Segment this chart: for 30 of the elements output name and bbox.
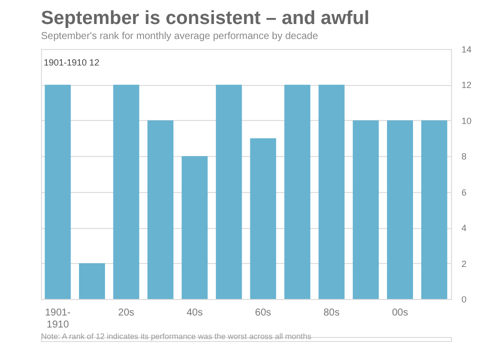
text: Note: A rank of 12 indicates its performance was the worst across all months (41, 332, 312, 341)
y-tick-label: 2 (462, 258, 467, 269)
bar (113, 84, 140, 299)
y-tick-label: 10 (462, 116, 472, 126)
x-tick-label: 1901-1910 (44, 308, 71, 330)
bar (44, 84, 71, 299)
bar (216, 84, 242, 299)
y-tick-label: 6 (462, 187, 467, 198)
x-tick-label: 00s (392, 308, 408, 318)
bar (318, 84, 345, 299)
bar (182, 156, 208, 299)
x-tick-label: 40s (186, 308, 203, 318)
x-tick-label: 60s (255, 308, 272, 318)
bar (387, 120, 414, 299)
bar (78, 263, 105, 299)
y-tick-label: 8 (462, 152, 467, 162)
y-tick-label: 0 (462, 294, 467, 304)
x-tick-label: 20s (118, 308, 134, 318)
bar (284, 84, 310, 299)
y-tick-label: 4 (462, 223, 467, 234)
bar (352, 120, 379, 299)
bar (147, 120, 174, 299)
x-tick-label: 80s (323, 308, 340, 318)
y-tick-label: 14 (462, 44, 472, 54)
annotation: 1901-1910 12 (44, 58, 100, 68)
chart-subtitle: September's rank for monthly average performance by decade (41, 31, 318, 42)
bar (250, 138, 276, 299)
y-tick-label: 12 (462, 80, 472, 90)
chart-title: September is consistent – and awful (41, 8, 370, 29)
bar (421, 120, 448, 299)
